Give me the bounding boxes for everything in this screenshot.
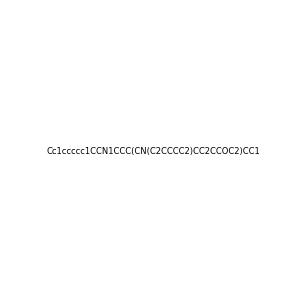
Text: Cc1ccccc1CCN1CCC(CN(C2CCCC2)CC2CCOC2)CC1: Cc1ccccc1CCN1CCC(CN(C2CCCC2)CC2CCOC2)CC1 xyxy=(47,147,261,156)
